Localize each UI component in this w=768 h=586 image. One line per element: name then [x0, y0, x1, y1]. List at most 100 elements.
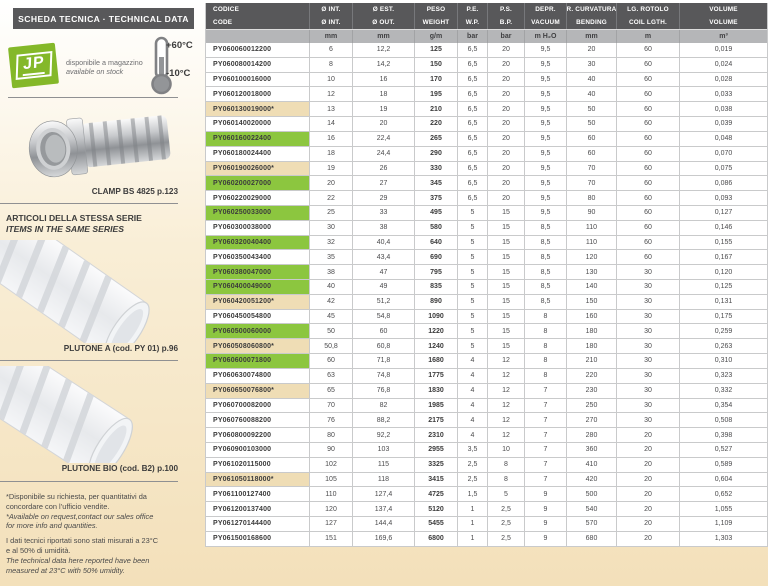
- value-cell: 60: [617, 220, 680, 235]
- value-cell: 0,508: [714, 416, 733, 424]
- value-cell: 7: [525, 383, 567, 398]
- value-cell: 20: [488, 57, 525, 72]
- value-cell: 50: [567, 117, 617, 131]
- code-cell: PY060500060000: [206, 324, 310, 339]
- value-cell: 76: [310, 413, 353, 428]
- value-cell: 30: [617, 280, 680, 294]
- value-cell: 4: [458, 354, 488, 368]
- header-cell: BENDING: [567, 16, 617, 29]
- value-cell: 169,6: [353, 531, 415, 546]
- value-cell: 20: [617, 517, 680, 531]
- value-cell: 6,5: [458, 117, 488, 131]
- value-cell: 5: [458, 205, 488, 220]
- header-cell: VOLUME: [709, 19, 738, 26]
- value-cell: 20: [488, 161, 525, 176]
- value-cell: 9: [525, 502, 567, 516]
- same-series-heading-en: ITEMS IN THE SAME SERIES: [6, 224, 124, 234]
- technical-data-table: CODICE Ø INT. Ø EST. PESO P.E. P.S. DEPR. R. CU…: [205, 3, 768, 547]
- value-cell: 20: [488, 87, 525, 102]
- code-cell: PY060130019000*: [206, 102, 310, 117]
- value-cell: 43,4: [353, 250, 415, 265]
- table-row: PY060420051200* 42 51,2 890 5 15 8,5 150 30 0,131: [206, 294, 767, 310]
- value-cell: 88,2: [353, 413, 415, 428]
- value-cell: 9,5: [525, 205, 567, 220]
- value-cell: 8: [488, 472, 525, 487]
- value-cell: 27: [353, 176, 415, 191]
- value-cell: 20: [310, 176, 353, 191]
- value-cell: 12: [488, 428, 525, 442]
- value-cell: 5: [458, 309, 488, 324]
- value-cell: 5: [458, 235, 488, 250]
- table-row: PY060380047000 38 47 795 5 15 8,5 130 30 0,120: [206, 265, 767, 280]
- value-cell: 30: [567, 57, 617, 72]
- value-cell: 3325: [415, 457, 458, 472]
- value-cell: 82: [353, 398, 415, 413]
- table-row: PY061050118000* 105 118 3415 2,5 8 7 420 20 0,604: [206, 472, 767, 488]
- code-cell: PY060760088200: [206, 413, 310, 428]
- value-cell: 12: [488, 398, 525, 413]
- value-cell: 6,5: [458, 146, 488, 161]
- value-cell: 60: [617, 72, 680, 87]
- value-cell: 60: [353, 324, 415, 339]
- value-cell: 10: [310, 72, 353, 87]
- code-cell: PY060190026000*: [206, 161, 310, 176]
- value-cell: 5120: [415, 502, 458, 516]
- value-cell: 1,303: [714, 535, 733, 543]
- value-cell: 15: [488, 250, 525, 265]
- plutone-a-hose-image: [0, 240, 150, 343]
- value-cell: 5: [458, 324, 488, 339]
- value-cell: 2,5: [458, 457, 488, 472]
- code-cell: PY061050118000*: [206, 472, 310, 487]
- value-cell: 60: [567, 131, 617, 146]
- code-cell: PY061500168600: [206, 531, 310, 546]
- footnote-data-en-line1: The technical data here reported have be…: [6, 555, 150, 565]
- value-cell: 3,5: [458, 442, 488, 457]
- stock-note-en: available on stock: [66, 67, 124, 76]
- value-cell: 1: [458, 517, 488, 531]
- value-cell: 22: [310, 191, 353, 205]
- table-header-row-secondary: CODE Ø INT. Ø OUT. WEIGHT W.P. B.P. VACUUM BEND…: [206, 16, 767, 29]
- table-row: PY060400049000 40 49 835 5 15 8,5 140 30 0,125: [206, 280, 767, 295]
- code-cell: PY060508060800*: [206, 339, 310, 354]
- value-cell: 6,5: [458, 43, 488, 57]
- value-cell: 125: [415, 43, 458, 57]
- value-cell: 8: [525, 339, 567, 354]
- value-cell: 18: [353, 87, 415, 102]
- value-cell: 6: [310, 43, 353, 57]
- value-cell: 890: [415, 294, 458, 309]
- unit-cell: mm: [353, 30, 415, 43]
- value-cell: 6,5: [458, 102, 488, 117]
- value-cell: 1,055: [714, 505, 733, 513]
- value-cell: 50,8: [310, 339, 353, 354]
- value-cell: 20: [488, 102, 525, 117]
- value-cell: 4: [458, 413, 488, 428]
- value-cell: 40,4: [353, 235, 415, 250]
- thermometer-icon: [151, 36, 172, 95]
- value-cell: 0,048: [714, 135, 733, 143]
- code-cell: PY060380047000: [206, 265, 310, 279]
- code-cell: PY060700082000: [206, 398, 310, 413]
- same-series-heading-it: ARTICOLI DELLA STESSA SERIE: [6, 213, 142, 223]
- value-cell: 15: [488, 220, 525, 235]
- value-cell: 290: [415, 146, 458, 161]
- value-cell: 60: [617, 102, 680, 117]
- header-cell: DEPR.: [525, 3, 567, 16]
- value-cell: 210: [567, 354, 617, 368]
- table-row: PY060220029000 22 29 375 6,5 20 9,5 80 60 0,093: [206, 191, 767, 206]
- table-row: PY061100127400 110 127,4 4725 1,5 5 9 500 20 0,65…: [206, 487, 767, 503]
- value-cell: 20: [617, 487, 680, 502]
- value-cell: 5: [458, 280, 488, 294]
- table-row: PY060190026000* 19 26 330 6,5 20 9,5 70 60 0,075: [206, 161, 767, 177]
- value-cell: 49: [353, 280, 415, 294]
- value-cell: 127: [310, 517, 353, 531]
- value-cell: 9,5: [525, 176, 567, 191]
- unit-cell: bar: [458, 30, 488, 43]
- table-row: PY060250033000 25 33 495 5 15 9,5 90 60 0,127: [206, 205, 767, 221]
- value-cell: 15: [488, 265, 525, 279]
- table-row: PY061500168600 151 169,6 6800 1 2,5 9 680 20 1,30…: [206, 531, 767, 547]
- value-cell: 60: [310, 354, 353, 368]
- value-cell: 76,8: [353, 383, 415, 398]
- jp-logo-text: JP: [22, 53, 45, 77]
- value-cell: 0,398: [714, 431, 733, 439]
- header-cell: LG. ROTOLO: [617, 3, 680, 16]
